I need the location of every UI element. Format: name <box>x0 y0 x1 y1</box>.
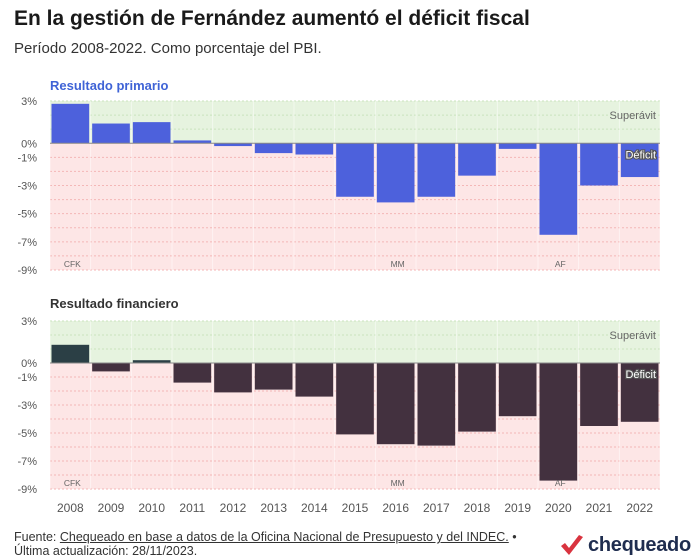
y-tick-label: 0% <box>21 358 37 370</box>
bar-2009 <box>92 363 130 372</box>
bar-2021 <box>580 143 618 186</box>
x-tick-label: 2008 <box>57 501 84 515</box>
bar-2017 <box>417 143 456 197</box>
bar-2015 <box>336 363 374 435</box>
y-tick-label: -3% <box>17 400 37 412</box>
bar-2012 <box>214 363 252 393</box>
president-annotation-CFK: CFK <box>64 478 81 488</box>
charts-canvas: 3% 0% -1% -3% -5% -7% -9% Superávit Déficit CFK MM… <box>17 96 661 515</box>
bar-2012 <box>214 143 252 147</box>
president-annotation-AF: AF <box>555 478 566 488</box>
footer-updated: • Última actualización: 28/11/2023. <box>14 530 517 558</box>
chart-subtitle: Período 2008-2022. Como porcentaje del P… <box>14 40 322 57</box>
panel-title-primary: Resultado primario <box>50 78 169 93</box>
bar-2011 <box>173 140 212 144</box>
y-tick-label: 3% <box>21 96 37 108</box>
president-annotation-MM: MM <box>391 259 405 269</box>
bar-2015 <box>336 143 374 197</box>
y-tick-label: 3% <box>21 316 37 328</box>
footer-source: Fuente: Chequeado en base a datos de la … <box>14 530 534 558</box>
x-tick-label: 2015 <box>342 501 369 515</box>
bar-2020 <box>539 363 578 481</box>
bar-2010 <box>132 122 171 144</box>
x-tick-label: 2017 <box>423 501 450 515</box>
bar-2022 <box>620 363 659 422</box>
panel-title-financial: Resultado financiero <box>50 296 179 311</box>
deficit-label: Déficit <box>625 369 656 381</box>
bar-2022 <box>620 143 659 178</box>
bar-2009 <box>92 123 130 144</box>
bar-2017 <box>417 363 456 446</box>
x-tick-label: 2014 <box>301 501 328 515</box>
bar-2008 <box>51 344 90 363</box>
y-tick-label: 0% <box>21 138 37 150</box>
x-tick-label: 2016 <box>382 501 409 515</box>
y-tick-label: -9% <box>17 265 37 277</box>
footer-source-link[interactable]: Chequeado en base a datos de la Oficina … <box>59 530 509 544</box>
bar-2014 <box>295 363 334 397</box>
x-tick-label: 2021 <box>586 501 613 515</box>
y-tick-label: -7% <box>17 456 37 468</box>
x-tick-label: 2018 <box>464 501 491 515</box>
bar-2013 <box>254 363 293 390</box>
x-tick-label: 2022 <box>626 501 653 515</box>
chequeado-logo[interactable]: chequeado <box>560 532 691 558</box>
x-tick-label: 2012 <box>220 501 247 515</box>
y-tick-label: -1% <box>17 372 37 384</box>
surplus-band <box>50 321 660 363</box>
bar-2011 <box>173 363 212 383</box>
x-tick-label: 2010 <box>138 501 165 515</box>
y-tick-label: -9% <box>17 484 37 496</box>
chart-title: En la gestión de Fernández aumentó el dé… <box>14 7 530 30</box>
x-tick-label: 2020 <box>545 501 572 515</box>
bar-2020 <box>539 143 578 235</box>
y-tick-label: -5% <box>17 428 37 440</box>
bar-2016 <box>376 143 415 203</box>
bar-2019 <box>498 143 537 149</box>
y-tick-label: -3% <box>17 181 37 193</box>
y-tick-label: -7% <box>17 237 37 249</box>
bar-2018 <box>458 363 496 432</box>
x-tick-label: 2009 <box>98 501 125 515</box>
president-annotation-MM: MM <box>391 478 405 488</box>
footer-prefix: Fuente: <box>14 530 60 544</box>
deficit-label: Déficit <box>625 150 656 162</box>
bar-2018 <box>458 143 496 176</box>
bar-2013 <box>254 143 293 154</box>
bar-2010 <box>132 360 171 363</box>
president-annotation-AF: AF <box>555 259 566 269</box>
logo-text: chequeado <box>588 533 691 556</box>
bar-2008 <box>51 103 90 144</box>
bar-2019 <box>498 363 537 417</box>
president-annotation-CFK: CFK <box>64 259 81 269</box>
x-tick-label: 2013 <box>260 501 287 515</box>
surplus-label: Superávit <box>610 110 656 122</box>
x-tick-label: 2011 <box>179 501 205 515</box>
x-tick-label: 2019 <box>504 501 531 515</box>
surplus-label: Superávit <box>610 330 656 342</box>
bar-2021 <box>580 363 618 426</box>
bar-2016 <box>376 363 415 445</box>
bar-2014 <box>295 143 334 155</box>
y-tick-label: -1% <box>17 152 37 164</box>
check-logo-icon <box>561 535 583 555</box>
y-tick-label: -5% <box>17 209 37 221</box>
